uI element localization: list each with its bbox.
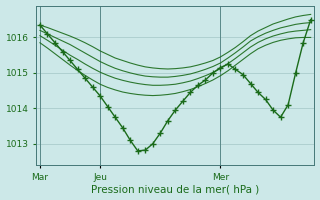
X-axis label: Pression niveau de la mer( hPa ): Pression niveau de la mer( hPa ) (91, 184, 260, 194)
